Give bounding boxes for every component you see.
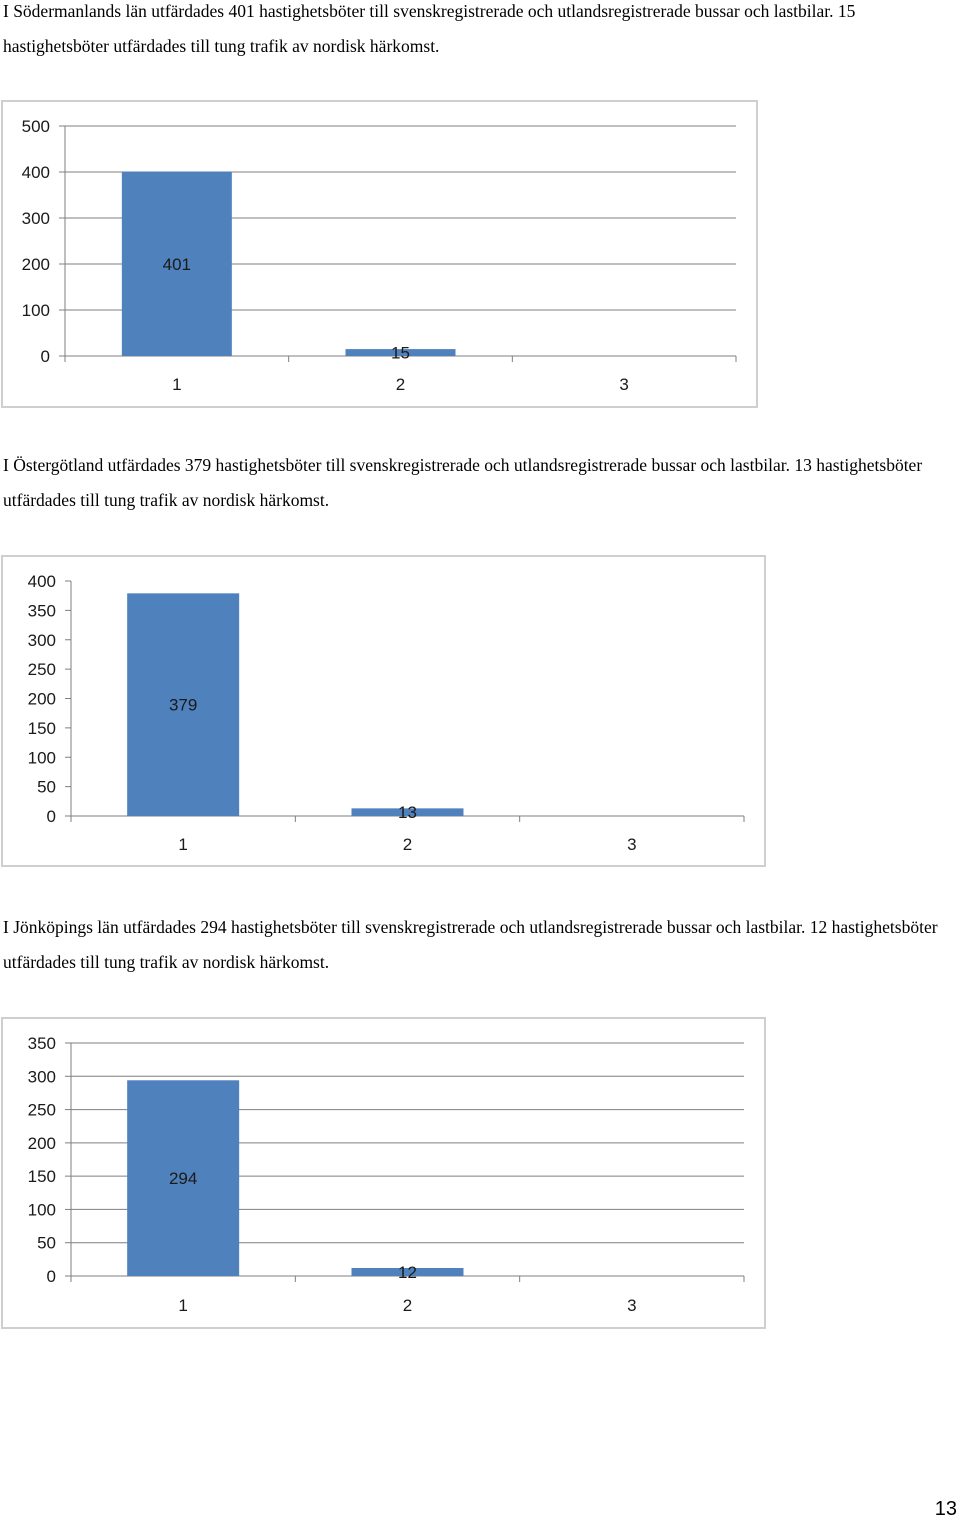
chart-sodermanland: 0 100 200 300 400 500 401 1 15 2 3 [1,100,758,408]
bar-1 [121,171,232,356]
category-label-3: 3 [627,835,636,854]
category-label-3: 3 [619,375,628,394]
y-tick-label: 350 [28,601,56,620]
bar-chart-ostergotland: 0 50 100 150 200 250 300 350 400 379 1 13 2 3 [28,572,745,854]
paragraph-sodermanland: I Södermanlands län utfärdades 401 hasti… [3,1,856,56]
y-tick-label: 350 [28,1034,56,1053]
bar-chart-sodermanland: 0 100 200 300 400 500 401 1 15 2 3 [22,117,737,394]
y-tick-label: 400 [28,572,56,591]
bar-2 [351,808,464,816]
category-label-2: 2 [396,375,405,394]
page-number: 13 [934,1498,957,1520]
category-label-1: 1 [172,375,181,394]
data-label-1: 401 [163,255,191,274]
y-tick-label: 50 [37,778,56,797]
y-tick-label: 200 [28,1134,56,1153]
y-tick-label: 150 [28,1167,56,1186]
y-tick-label: 300 [28,631,56,650]
data-label-2: 12 [398,1263,417,1282]
data-label-2: 15 [391,344,410,363]
y-tick-label: 0 [47,807,56,826]
bar-1 [127,593,240,816]
y-tick-label: 500 [22,117,50,136]
y-tick-label: 300 [28,1067,56,1086]
category-label-2: 2 [403,1296,412,1315]
category-label-1: 1 [178,835,187,854]
chart-jonkoping: 0 50 100 150 200 250 300 350 294 1 12 2 3 [1,1017,766,1329]
category-label-2: 2 [403,835,412,854]
y-tick-label: 150 [28,719,56,738]
chart-ostergotland: 0 50 100 150 200 250 300 350 400 379 1 13 2 3 [1,555,766,867]
category-label-3: 3 [627,1296,636,1315]
y-tick-label: 50 [37,1234,56,1253]
y-tick-label: 300 [22,209,50,228]
data-label-2: 13 [398,803,417,822]
y-tick-label: 0 [47,1267,56,1286]
y-tick-label: 100 [22,301,50,320]
y-tick-label: 250 [28,660,56,679]
y-tick-label: 100 [28,1200,56,1219]
bar-2 [351,1268,464,1276]
category-label-1: 1 [178,1296,187,1315]
paragraph-ostergotland: I Östergötland utfärdades 379 hastighets… [3,455,923,510]
bar-2 [345,349,456,356]
y-tick-label: 400 [22,163,50,182]
bar-1 [127,1080,240,1276]
y-tick-label: 0 [41,347,50,366]
data-label-1: 379 [169,696,197,715]
y-tick-label: 200 [22,255,50,274]
paragraph-jonkoping: I Jönköpings län utfärdades 294 hastighe… [3,917,938,972]
data-label-1: 294 [169,1169,197,1188]
y-tick-label: 100 [28,748,56,767]
y-tick-label: 250 [28,1101,56,1120]
y-tick-label: 200 [28,690,56,709]
